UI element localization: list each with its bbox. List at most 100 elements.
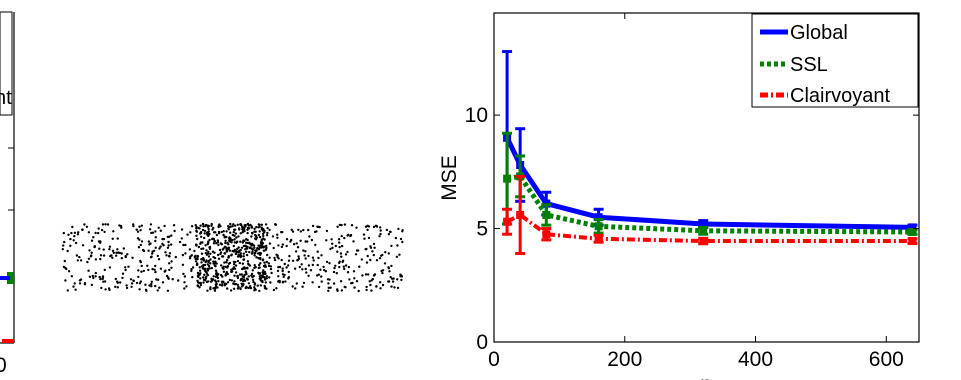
scatter-point (243, 273, 246, 277)
scatter-point (243, 266, 246, 269)
scatter-point (316, 263, 319, 267)
scatter-point (375, 259, 379, 262)
scatter-point (267, 264, 271, 268)
scatter-point (252, 244, 256, 247)
scatter-point (81, 228, 84, 231)
scatter-point (232, 244, 235, 248)
scatter-point (263, 284, 266, 288)
scatter-point (399, 237, 403, 241)
scatter-point (287, 270, 290, 274)
scatter-point (194, 224, 197, 227)
scatter-point (236, 274, 239, 278)
scatter-point (307, 228, 310, 232)
scatter-point (218, 283, 222, 286)
scatter-point (208, 267, 211, 270)
scatter-point (385, 228, 389, 232)
scatter-point (199, 242, 202, 245)
scatter-point (257, 257, 260, 260)
scatter-point (154, 230, 157, 233)
scatter-point (296, 259, 299, 262)
scatter-point (255, 236, 259, 239)
scatter-point (194, 254, 197, 257)
scatter-point (111, 237, 114, 240)
scatter-point (352, 240, 355, 243)
scatter-point (251, 248, 254, 251)
scatter-point (228, 278, 232, 282)
scatter-point (288, 254, 291, 258)
scatter-point (229, 231, 232, 234)
scatter-point (332, 282, 336, 285)
scatter-point (253, 264, 256, 267)
scatter-point (262, 234, 265, 238)
scatter-point (212, 262, 215, 265)
left-panel-marker-green (7, 272, 14, 284)
scatter-point (253, 230, 256, 233)
scatter-point (76, 259, 80, 262)
scatter-point (209, 258, 212, 261)
scatter-point (247, 286, 250, 290)
data-point-clairvoyant (503, 217, 512, 226)
scatter-point (317, 285, 321, 289)
scatter-panel (61, 222, 404, 293)
scatter-point (244, 270, 247, 273)
scatter-point (243, 279, 247, 282)
scatter-point (320, 280, 323, 283)
scatter-point (144, 288, 148, 291)
scatter-point (255, 225, 258, 229)
scatter-point (148, 284, 151, 287)
scatter-point (338, 223, 341, 227)
scatter-point (392, 277, 395, 280)
scatter-point (344, 264, 348, 267)
scatter-point (189, 231, 192, 234)
scatter-point (239, 240, 242, 243)
scatter-point (307, 274, 310, 277)
scatter-point (131, 256, 134, 259)
scatter-point (269, 267, 273, 271)
scatter-point (150, 231, 153, 235)
scatter-point (290, 228, 293, 231)
scatter-point (263, 238, 266, 241)
scatter-point (261, 232, 265, 235)
left-panel-marker-red (2, 339, 14, 343)
scatter-point (387, 280, 391, 283)
scatter-point (202, 281, 205, 284)
scatter-point (370, 289, 373, 292)
scatter-point (183, 275, 187, 278)
scatter-point (139, 260, 142, 264)
scatter-point (261, 275, 264, 278)
scatter-point (230, 279, 234, 282)
scatter-point (72, 285, 75, 288)
scatter-point (244, 225, 247, 228)
scatter-point (346, 271, 350, 274)
scatter-point (353, 286, 356, 289)
scatter-point (259, 257, 262, 261)
scatter-point (204, 267, 207, 271)
scatter-point (83, 223, 86, 226)
scatter-point (116, 281, 120, 284)
scatter-point (338, 260, 341, 263)
scatter-point (213, 240, 216, 243)
scatter-point (358, 265, 361, 268)
scatter-point (339, 252, 343, 255)
scatter-point (379, 287, 382, 290)
scatter-point (241, 262, 244, 265)
scatter-point (201, 222, 205, 226)
scatter-point (251, 232, 254, 235)
scatter-point (331, 246, 334, 249)
left-panel: nt 0 (0, 11, 15, 377)
scatter-point (64, 279, 67, 282)
x-tick-label: 400 (738, 348, 773, 371)
scatter-point (245, 250, 248, 253)
scatter-point (216, 239, 219, 242)
scatter-point (264, 272, 267, 276)
scatter-point (240, 223, 243, 227)
scatter-point (350, 224, 354, 227)
scatter-point (204, 251, 207, 255)
scatter-point (197, 275, 200, 279)
scatter-point (159, 245, 162, 248)
scatter-point (251, 278, 255, 282)
scatter-point (266, 226, 269, 230)
scatter-point (81, 244, 85, 247)
scatter-point (246, 238, 249, 242)
scatter-point (400, 278, 403, 282)
